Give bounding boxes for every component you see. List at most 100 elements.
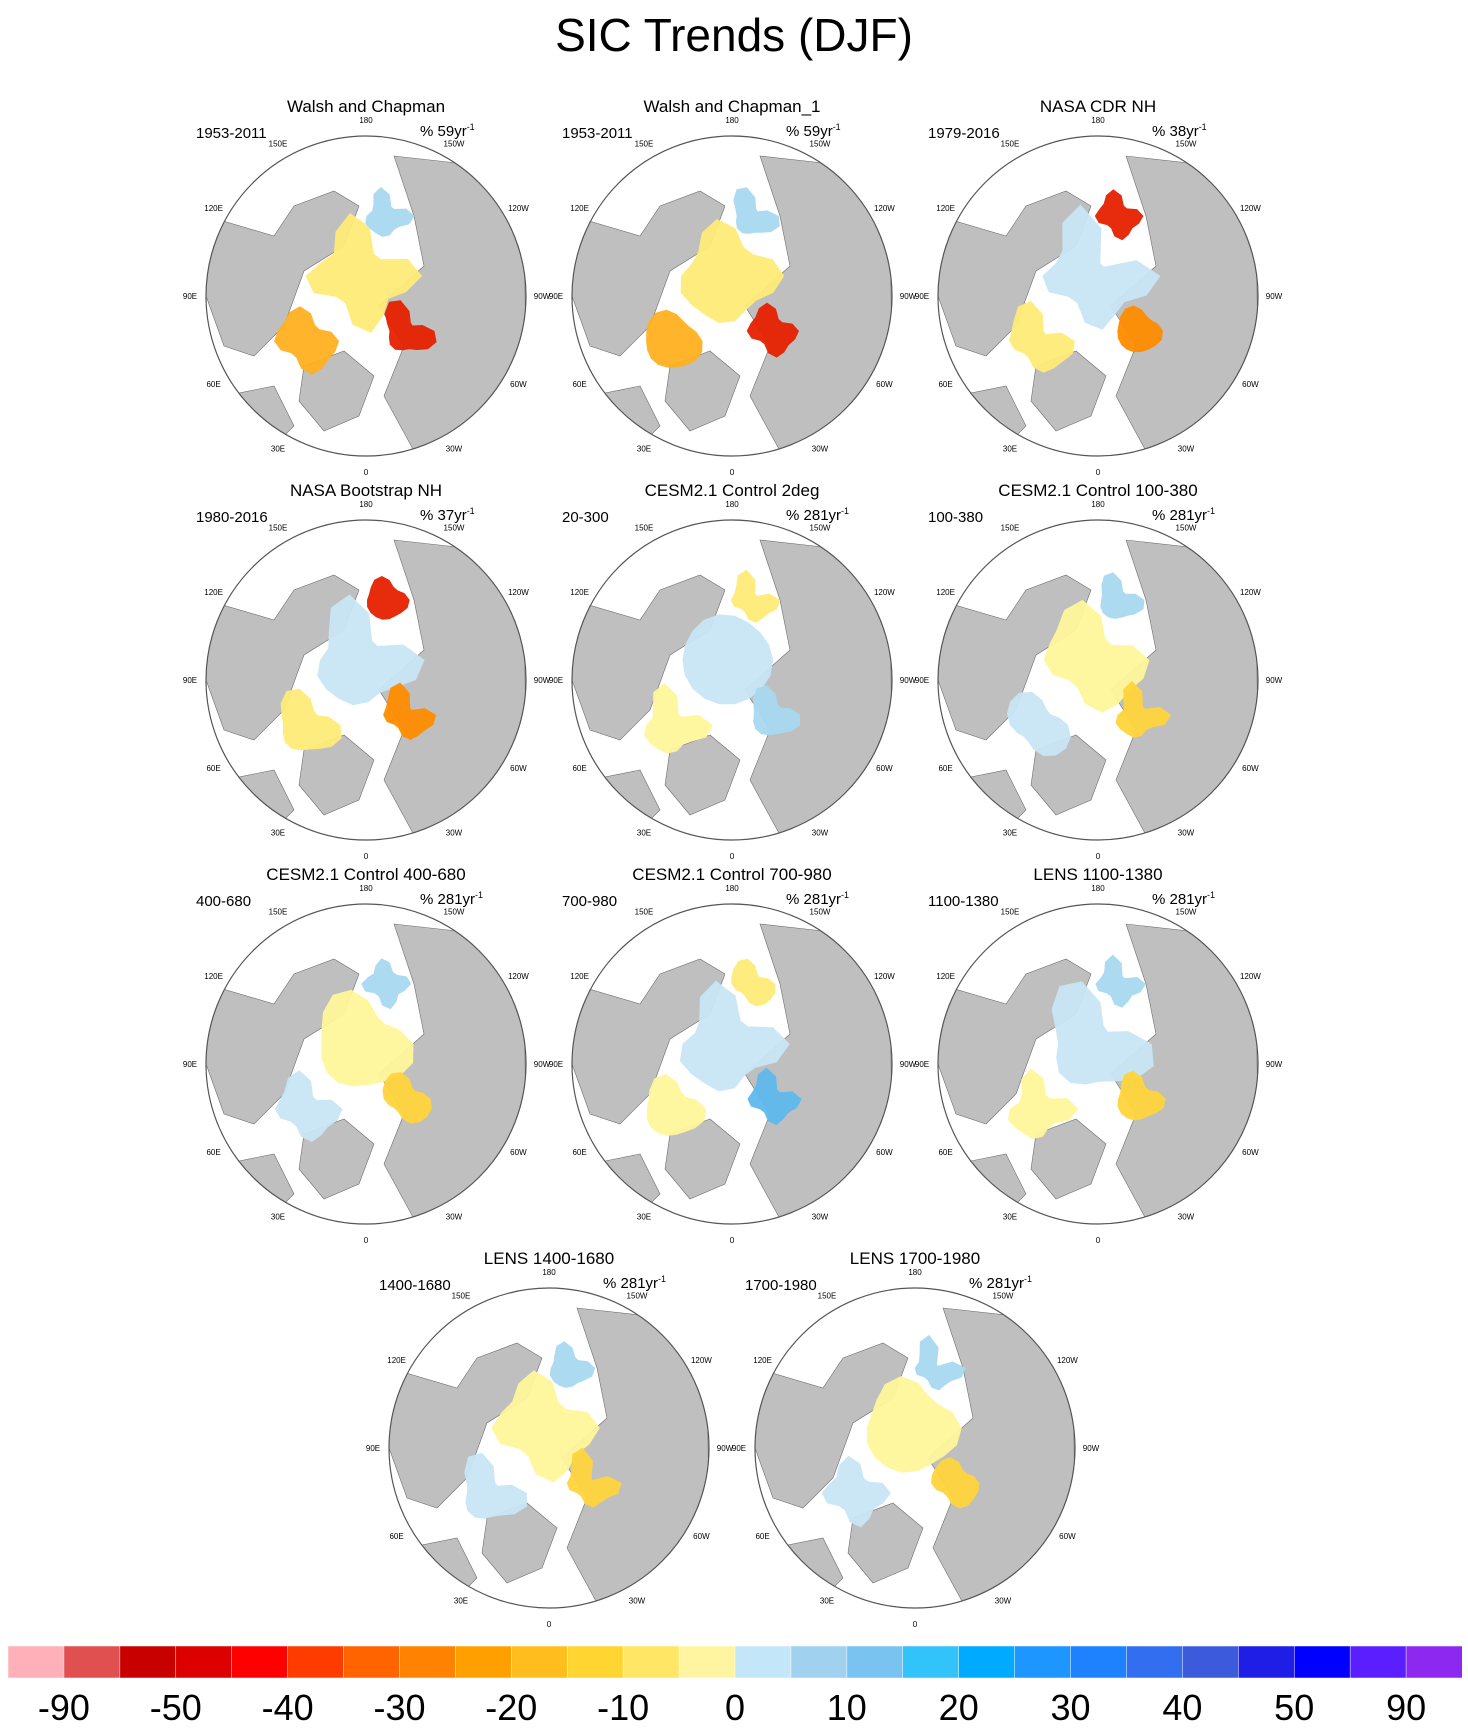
panel-units: % 281yr-1 — [786, 506, 849, 524]
lon-label: 90W — [1266, 1060, 1283, 1069]
panel-title: LENS 1700-1980 — [850, 1249, 980, 1268]
colorbar-bin — [1349, 1645, 1407, 1679]
map-svg: LENS 1400-1680 1400-1680 % 281yr-1 180 150W 1… — [366, 1249, 734, 1629]
lon-label: 120W — [1057, 1356, 1078, 1365]
trend-region — [679, 980, 790, 1092]
trend-region — [682, 614, 774, 705]
trend-region — [275, 1070, 343, 1142]
map-body — [389, 1288, 709, 1608]
panel-units: % 281yr-1 — [1152, 890, 1215, 908]
panel-units: % 38yr-1 — [1152, 122, 1207, 140]
map-boundary — [937, 135, 1259, 457]
colorbar-tick-label: -30 — [373, 1687, 425, 1724]
lon-label: 150E — [1001, 908, 1020, 917]
panel-units: % 281yr-1 — [786, 890, 849, 908]
lon-label: 0 — [730, 468, 735, 477]
lon-label: 150E — [1001, 524, 1020, 533]
lon-label: 60W — [693, 1532, 710, 1541]
colorbar-bin — [566, 1645, 624, 1679]
colorbar-bin — [902, 1645, 960, 1679]
trend-region — [746, 302, 799, 358]
trend-region — [733, 187, 780, 234]
lon-label: 90W — [717, 1444, 734, 1453]
land — [664, 350, 741, 432]
trend-region — [1007, 692, 1071, 756]
trend-region — [731, 958, 776, 1007]
lon-label: 90W — [900, 1060, 917, 1069]
trend-region — [644, 683, 713, 754]
panel-units: % 281yr-1 — [969, 1274, 1032, 1292]
lon-label: 120W — [691, 1356, 712, 1365]
lon-label: 90W — [534, 292, 551, 301]
colorbar-bin — [846, 1645, 904, 1679]
colorbar-tick-label: 50 — [1274, 1687, 1314, 1724]
lon-label: 30W — [629, 1596, 646, 1605]
trend-region — [280, 688, 342, 751]
lon-label: 150W — [810, 524, 831, 533]
colorbar-bin — [287, 1645, 345, 1679]
lon-label: 90W — [1266, 292, 1283, 301]
lon-label: 120E — [936, 588, 955, 597]
lon-label: 120E — [387, 1356, 406, 1365]
panel-period: 1700-1980 — [745, 1277, 817, 1294]
colorbar-tick-label: -90 — [38, 1687, 90, 1724]
panel-title: CESM2.1 Control 400-680 — [266, 865, 465, 884]
trend-region — [566, 1447, 622, 1508]
map-svg: Walsh and Chapman_1 1953-2011 % 59yr-1 180 1… — [549, 97, 917, 477]
panel-title: Walsh and Chapman — [287, 97, 445, 116]
lon-label: 180 — [908, 1268, 922, 1277]
lon-label: 60E — [572, 764, 586, 773]
lon-label: 60W — [1242, 1148, 1259, 1157]
lon-label: 180 — [725, 884, 739, 893]
land — [481, 1502, 558, 1584]
map-panel: CESM2.1 Control 2deg 20-300 % 281yr-1 180 15… — [549, 480, 917, 861]
colorbar-bin — [455, 1645, 513, 1679]
trend-region — [646, 309, 703, 368]
trend-region — [274, 306, 339, 375]
panel-title: LENS 1400-1680 — [484, 1249, 614, 1268]
lon-label: 120E — [570, 588, 589, 597]
trend-region — [1042, 204, 1161, 330]
lon-label: 90W — [534, 676, 551, 685]
lon-label: 150E — [635, 524, 654, 533]
lon-label: 60W — [876, 1148, 893, 1157]
colorbar-bin — [7, 1645, 65, 1679]
map-panel: LENS 1700-1980 1700-1980 % 281yr-1 180 150W 1… — [732, 1248, 1100, 1629]
trend-region — [1117, 1070, 1166, 1121]
lon-label: 120W — [874, 588, 895, 597]
lon-label: 90E — [549, 1060, 563, 1069]
colorbar-bin — [343, 1645, 401, 1679]
colorbar-bin — [622, 1645, 680, 1679]
trend-region — [1043, 599, 1150, 713]
trend-region — [365, 186, 415, 237]
map-svg: LENS 1700-1980 1700-1980 % 281yr-1 180 150W 1… — [732, 1249, 1100, 1629]
land — [206, 190, 360, 357]
panel-title: Walsh and Chapman_1 — [643, 97, 820, 116]
lon-label: 180 — [725, 500, 739, 509]
lon-label: 150E — [269, 140, 288, 149]
trend-region — [317, 594, 425, 706]
lon-label: 0 — [364, 468, 369, 477]
lon-label: 150W — [993, 1292, 1014, 1301]
lon-label: 150E — [269, 524, 288, 533]
land — [847, 1502, 924, 1584]
lon-label: 150W — [810, 908, 831, 917]
panel-period: 1980-2016 — [196, 509, 268, 526]
map-panel: NASA CDR NH 1979-2016 % 38yr-1 180 150W 120W 9… — [915, 96, 1283, 477]
map-svg: LENS 1100-1380 1100-1380 % 281yr-1 180 150W 1… — [915, 865, 1283, 1245]
map-panel: CESM2.1 Control 100-380 100-380% 281yr-1 1… — [915, 480, 1283, 861]
lon-label: 150W — [1176, 140, 1197, 149]
lon-label: 60W — [1242, 764, 1259, 773]
lon-label: 30E — [637, 1212, 651, 1221]
colorbar-tick-label: 40 — [1162, 1687, 1202, 1724]
lon-label: 30W — [812, 828, 829, 837]
map-body — [206, 904, 526, 1224]
lon-label: 60E — [206, 1148, 220, 1157]
lon-label: 30W — [812, 444, 829, 453]
panel-period: 1979-2016 — [928, 125, 1000, 142]
lon-label: 0 — [1096, 468, 1101, 477]
land — [664, 1118, 741, 1200]
lon-label: 30E — [271, 444, 285, 453]
